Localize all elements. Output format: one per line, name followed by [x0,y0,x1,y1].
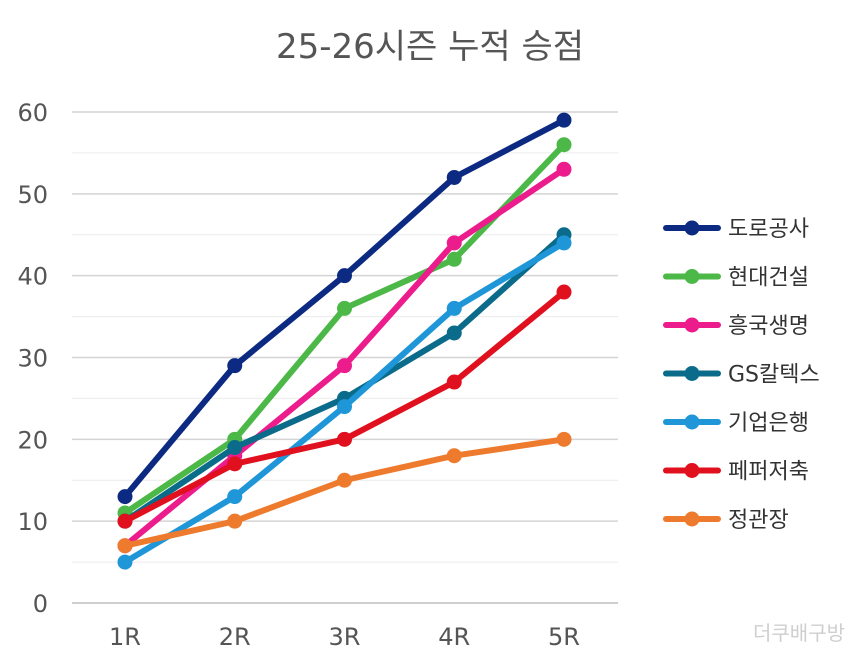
data-point [556,161,572,177]
data-point [556,284,572,300]
data-point [227,440,243,456]
data-point [337,399,352,415]
data-point [446,300,462,316]
data-point [446,251,462,267]
data-point [227,513,243,529]
data-point [446,235,462,251]
data-point [556,112,572,128]
legend-swatch-marker [684,463,700,478]
legend-item: 기업은행 [663,411,809,436]
legend-label: GS칼텍스 [728,363,820,388]
legend-swatch-marker [684,269,700,284]
y-axis-ticks: 0 10 20 30 40 50 60 [17,99,48,618]
legend-item: 현대건설 [663,266,809,291]
data-point [337,300,352,316]
series-도로공사 [117,112,572,505]
data-point [446,448,462,464]
legend-swatch-marker [684,220,700,236]
data-point [117,538,133,554]
legend-label: 흥국생명 [728,314,809,339]
data-point [556,137,572,153]
data-point [337,268,352,284]
series-현대건설 [117,137,572,521]
data-point [117,554,133,570]
legend-swatch-marker [684,414,700,430]
data-point [227,456,243,472]
data-point [117,489,133,505]
x-tick-label: 1R [109,623,141,651]
legend-swatch-marker [684,366,700,381]
y-tick-label: 0 [33,590,48,618]
x-axis-ticks: 1R 2R 3R 4R 5R [109,623,580,651]
y-tick-label: 40 [17,263,48,291]
legend-item: 도로공사 [663,217,809,242]
y-tick-label: 20 [17,426,48,454]
series-페퍼저축 [117,284,572,529]
legend-label: 기업은행 [728,411,809,436]
data-point [446,325,462,341]
series-기업은행 [117,235,572,570]
y-tick-label: 30 [17,345,48,373]
watermark-text: 더쿠배구방 [753,621,845,645]
series-정관장 [117,431,572,554]
data-point [337,358,352,374]
data-point [227,358,243,374]
x-tick-label: 2R [219,623,251,651]
legend-item: 흥국생명 [663,314,809,339]
data-point [446,169,462,185]
data-point [117,513,133,529]
legend-item: GS칼텍스 [663,363,820,388]
data-point [446,374,462,390]
legend-swatch-marker [684,511,700,527]
data-point [337,431,352,447]
legend-label: 현대건설 [728,266,809,291]
chart-title: 25-26시즌 누적 승점 [276,27,584,67]
y-tick-label: 60 [17,99,48,127]
legend-swatch-marker [684,317,700,333]
data-point [556,431,572,447]
data-point [556,235,572,251]
series-line [122,141,567,516]
x-tick-label: 5R [548,623,580,651]
y-tick-label: 50 [17,181,48,209]
data-point [337,472,352,488]
x-tick-label: 4R [438,623,470,651]
legend-item: 페퍼저축 [663,460,809,485]
series-lines [117,112,572,570]
y-tick-label: 10 [17,508,48,536]
data-point [227,489,243,505]
legend-label: 페퍼저축 [728,460,809,485]
x-tick-label: 3R [329,623,361,651]
legend-label: 도로공사 [728,217,809,242]
legend-label: 정관장 [728,508,789,533]
legend-item: 정관장 [663,508,789,533]
